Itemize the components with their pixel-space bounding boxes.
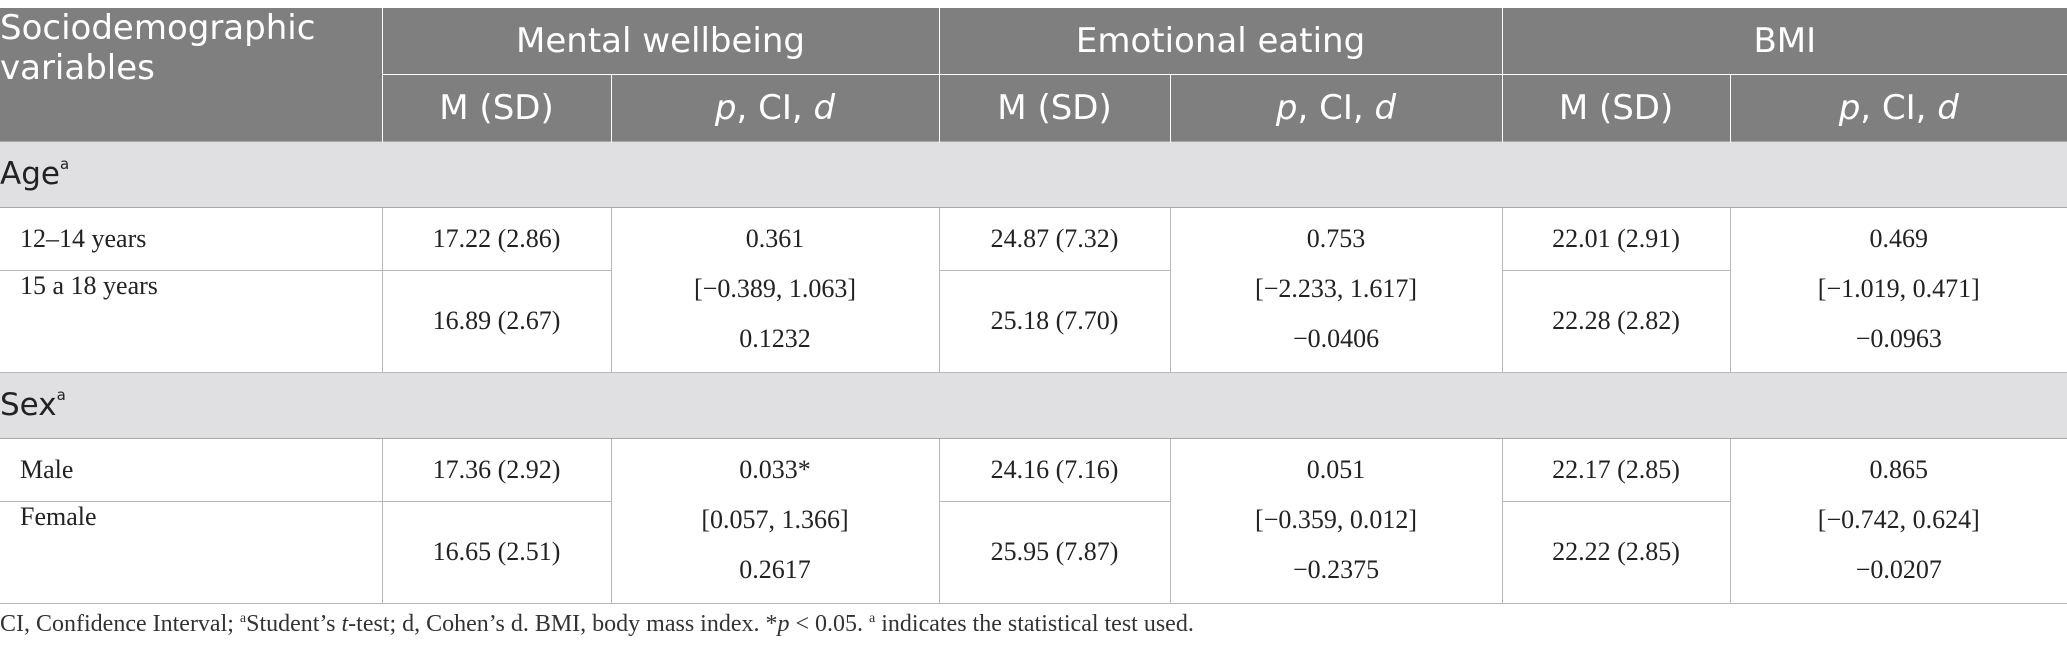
header-bmi-m-sd: M (SD) [1502,74,1731,141]
p-value: 0.051 [1306,454,1366,484]
row-label: Female [0,500,383,604]
header-mental-wellbeing: Mental wellbeing [382,8,940,75]
confidence-interval: [−1.019, 0.471] [1817,273,1980,303]
section-row-age: Agea [0,140,2067,208]
section-title-sex: Sexa [0,371,2067,439]
mw-stats-cell: 0.033* [0.057, 1.366] 0.2617 [610,437,940,604]
header-sociodemographic: Sociodemographic variables [0,8,383,141]
bmi-stats-cell: 0.469 [−1.019, 0.471] −0.0963 [1729,206,2067,373]
table-row: 12–14 years 17.22 (2.86) 0.361 [−0.389, 1… [0,206,2067,373]
bmi-mean-sd: 22.01 (2.91) [1501,206,1731,271]
p-value: 0.033* [739,454,811,484]
table-row: 15 a 18 years 16.89 (2.67) 25.18 (7.70) … [0,269,2067,373]
results-table: Sociodemographic variables Mental wellbe… [0,8,2067,604]
bmi-mean-sd: 22.28 (2.82) [1501,269,1731,373]
cohens-d: −0.2375 [1292,554,1380,584]
row-label: Male [0,437,383,502]
p-value: 0.469 [1869,223,1929,253]
cohens-d: 0.1232 [739,323,811,353]
bmi-mean-sd: 22.17 (2.85) [1501,437,1731,502]
row-label: 12–14 years [0,206,383,271]
confidence-interval: [−0.389, 1.063] [694,273,856,303]
ee-mean-sd: 24.16 (7.16) [938,437,1171,502]
section-title-age: Agea [0,140,2067,208]
ee-mean-sd: 25.95 (7.87) [938,500,1171,604]
section-row-sex: Sexa [0,371,2067,439]
header-ee-m-sd: M (SD) [939,74,1171,141]
p-value: 0.361 [745,223,805,253]
row-label: 15 a 18 years [0,269,383,373]
mw-mean-sd: 16.65 (2.51) [381,500,612,604]
ee-mean-sd: 25.18 (7.70) [938,269,1171,373]
header-bmi-p-ci-d: p, CI, d [1730,74,2067,141]
header-mw-m-sd: M (SD) [382,74,612,141]
header-emotional-eating: Emotional eating [939,8,1503,75]
header-mw-p-ci-d: p, CI, d [611,74,940,141]
bmi-stats-cell: 0.865 [−0.742, 0.624] −0.0207 [1729,437,2067,604]
ee-stats-cell: 0.051 [−0.359, 0.012] −0.2375 [1169,437,1503,604]
header-ee-p-ci-d: p, CI, d [1170,74,1503,141]
p-value: 0.753 [1306,223,1366,253]
p-value: 0.865 [1869,454,1929,484]
cohens-d: −0.0963 [1855,323,1942,353]
cohens-d: −0.0406 [1292,323,1380,353]
cohens-d: 0.2617 [739,554,811,584]
confidence-interval: [−0.359, 0.012] [1255,504,1418,534]
header-row-groups: Sociodemographic variables Mental wellbe… [0,8,2067,141]
ee-stats-cell: 0.753 [−2.233, 1.617] −0.0406 [1169,206,1503,373]
mw-mean-sd: 17.22 (2.86) [381,206,612,271]
confidence-interval: [0.057, 1.366] [701,504,849,534]
header-row-sub: M (SD) p, CI, d M (SD) p, CI, d M (SD) p… [0,74,2067,141]
table-row: Female 16.65 (2.51) 25.95 (7.87) 22.22 (… [0,500,2067,604]
confidence-interval: [−2.233, 1.617] [1255,273,1418,303]
header-bmi: BMI [1502,8,2067,75]
table-footnote: CI, Confidence Interval; aStudent’s t-te… [0,611,1194,637]
cohens-d: −0.0207 [1855,554,1942,584]
ee-mean-sd: 24.87 (7.32) [938,206,1171,271]
table-row: Male 17.36 (2.92) 0.033* [0.057, 1.366] 0.… [0,437,2067,604]
bmi-mean-sd: 22.22 (2.85) [1501,500,1731,604]
mw-mean-sd: 16.89 (2.67) [381,269,612,373]
mw-mean-sd: 17.36 (2.92) [381,437,612,502]
confidence-interval: [−0.742, 0.624] [1817,504,1980,534]
mw-stats-cell: 0.361 [−0.389, 1.063] 0.1232 [610,206,940,373]
